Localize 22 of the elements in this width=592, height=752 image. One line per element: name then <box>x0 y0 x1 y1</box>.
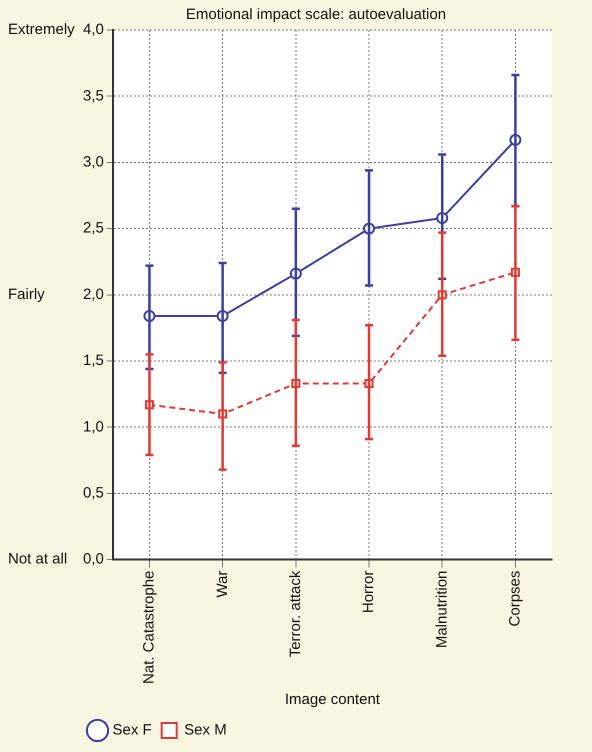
x-tick-label: War <box>214 570 231 598</box>
legend-label: Sex M <box>184 722 227 739</box>
text: Fairly <box>8 286 46 303</box>
x-tick-label: Nat. Catastrophe <box>140 570 158 684</box>
y-tick-label: 1,0 <box>82 418 104 436</box>
x-tick-label: Horror <box>360 570 378 614</box>
chart-title: Emotional impact scale: autoevaluation <box>186 6 446 24</box>
y-tick-label: 3,0 <box>82 154 104 171</box>
y-tick-label: 3,5 <box>82 87 104 104</box>
y-tick-label: 2,5 <box>82 220 104 237</box>
text: Extremely <box>8 21 76 38</box>
x-tick-label: Malnutrition <box>433 570 450 648</box>
y-tick-label: 4,0 <box>82 21 104 38</box>
text: Not at all <box>8 550 68 568</box>
y-tick-label: 1,5 <box>82 352 104 370</box>
x-axis-title: Image content <box>284 691 381 708</box>
y-tick-label: 0,5 <box>82 484 104 502</box>
y-tick-label: 0,0 <box>82 550 104 568</box>
y-tick-label: 2,0 <box>82 286 104 303</box>
x-tick-label: Corpses <box>506 570 524 626</box>
x-tick-label: Terror. attack <box>286 570 304 658</box>
legend-label: Sex F <box>112 722 152 739</box>
